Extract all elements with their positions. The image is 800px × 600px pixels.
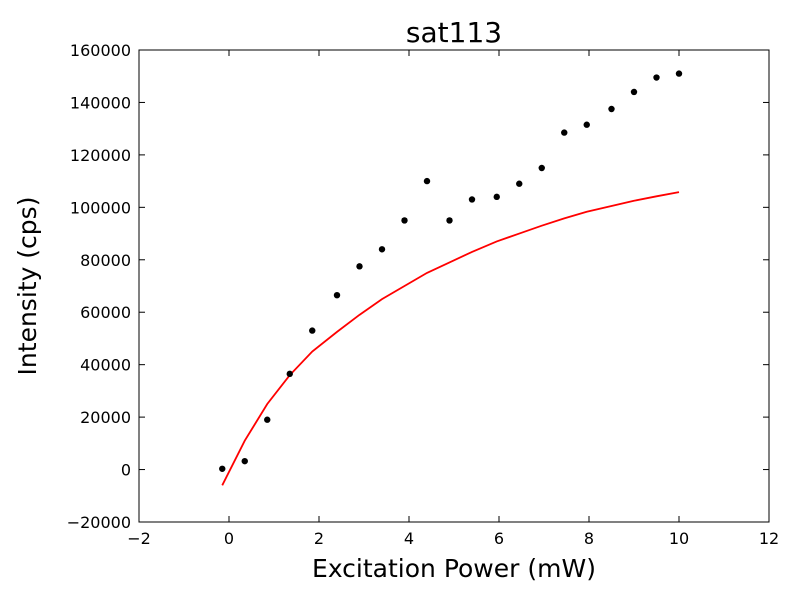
data-point (608, 105, 615, 113)
x-tick-label: 4 (404, 529, 414, 548)
data-point (356, 263, 363, 270)
y-tick-label: 60000 (80, 303, 131, 322)
x-tick-label: −2 (127, 529, 151, 548)
data-point (446, 217, 453, 224)
plot-background (139, 50, 769, 522)
data-point (561, 129, 568, 136)
y-tick-label: 80000 (80, 251, 131, 270)
x-tick-label: 0 (224, 529, 234, 548)
y-tick-label: 160000 (70, 41, 131, 60)
data-point (333, 291, 341, 299)
y-tick-label: 0 (121, 461, 131, 480)
plot-area: −2 0 2 4 6 8 10 12 −20000 0 20000 40000 60000 80000 10… (67, 41, 779, 548)
data-point (309, 327, 316, 334)
data-point (493, 193, 500, 201)
data-point (219, 465, 226, 472)
data-point (264, 416, 271, 423)
x-tick-label: 8 (584, 529, 594, 548)
x-axis-label: Excitation Power (mW) (312, 554, 596, 583)
data-point (423, 177, 431, 185)
y-tick-label: 40000 (80, 356, 131, 375)
data-point (583, 121, 590, 128)
data-point (630, 88, 638, 96)
x-tick-label: 10 (669, 529, 689, 548)
x-tick-label: 6 (494, 529, 504, 548)
y-tick-label: 100000 (70, 198, 131, 217)
y-tick-label: 20000 (80, 408, 131, 427)
data-point (675, 70, 683, 77)
data-point (468, 196, 476, 203)
data-point (401, 217, 408, 224)
data-point (241, 457, 248, 465)
fit-curve-line (221, 191, 680, 486)
data-point (653, 74, 660, 81)
data-point (516, 180, 523, 187)
y-axis-label: Intensity (cps) (13, 197, 42, 376)
chart-title: sat113 (406, 16, 502, 49)
plot-frame (138, 49, 770, 523)
x-tick-label: 12 (759, 529, 779, 548)
y-tick-label: 140000 (70, 93, 131, 112)
data-point (538, 164, 545, 172)
y-tick-label: −20000 (67, 513, 131, 532)
data-point (286, 370, 293, 378)
x-tick-label: 2 (314, 529, 324, 548)
y-tick-label: 120000 (70, 146, 131, 165)
data-point (378, 246, 386, 253)
